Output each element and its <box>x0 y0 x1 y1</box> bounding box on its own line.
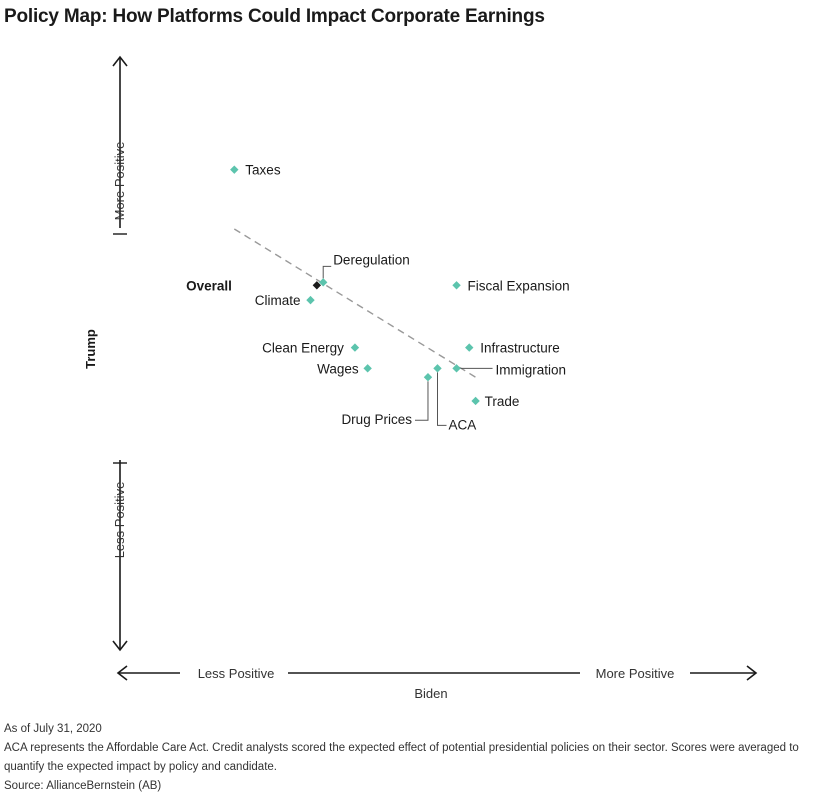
y-axis-up-arrow <box>112 55 128 67</box>
source-note: Source: AllianceBernstein (AB) <box>4 780 162 792</box>
x-axis-label-high: More Positive <box>596 666 675 681</box>
x-axis-left-arrow <box>116 665 128 681</box>
climate-label: Climate <box>255 293 301 308</box>
leader-lines <box>322 265 493 426</box>
y-axis-title: Trump <box>83 329 98 369</box>
deregulation-leader <box>322 265 332 279</box>
infrastructure-marker <box>465 343 474 352</box>
drug-prices-marker <box>423 373 433 382</box>
deregulation-label: Deregulation <box>333 252 410 267</box>
climate-marker <box>306 295 315 305</box>
axes: More Positive Less Positive Trump Less Posi… <box>83 55 758 701</box>
taxes-label: Taxes <box>245 163 281 178</box>
deregulation-marker <box>319 278 328 287</box>
fiscal-expansion-label: Fiscal Expansion <box>468 278 570 293</box>
infrastructure-label: Infrastructure <box>480 341 560 356</box>
taxes-marker <box>230 165 239 174</box>
x-axis-label-low: Less Positive <box>198 666 275 681</box>
clean-energy-label: Clean Energy <box>262 341 344 356</box>
fiscal-expansion-marker <box>452 281 461 290</box>
drug-prices-label: Drug Prices <box>341 412 412 427</box>
clean-energy-marker <box>350 343 360 352</box>
aca-marker <box>433 364 442 373</box>
as-of-date: As of July 31, 2020 <box>4 723 102 735</box>
drug-prices-leader <box>414 381 429 421</box>
y-axis-down-arrow <box>112 640 128 652</box>
overall-marker <box>312 281 322 290</box>
x-axis-right-arrow <box>746 665 758 681</box>
y-axis-label-high: More Positive <box>112 142 127 221</box>
data-points: Taxes Deregulation Overall Climate Fiscal Ex… <box>186 163 570 433</box>
footnotes: As of July 31, 2020 ACA represents the A… <box>4 720 834 796</box>
wages-marker <box>363 364 372 373</box>
immigration-marker <box>452 364 461 373</box>
overall-label: Overall <box>186 278 232 293</box>
wages-label: Wages <box>317 361 359 376</box>
x-axis-title: Biden <box>414 686 447 701</box>
aca-leader <box>437 372 447 426</box>
trade-label: Trade <box>485 394 520 409</box>
trade-marker <box>471 396 480 406</box>
policy-scatter-chart: More Positive Less Positive Trump Less Posi… <box>83 55 758 701</box>
chart-title: Policy Map: How Platforms Could Impact C… <box>4 6 545 27</box>
footnote-text: ACA represents the Affordable Care Act. … <box>4 742 799 773</box>
y-axis-label-low: Less Positive <box>112 482 127 559</box>
immigration-label: Immigration <box>496 362 567 377</box>
aca-label: ACA <box>449 417 477 432</box>
